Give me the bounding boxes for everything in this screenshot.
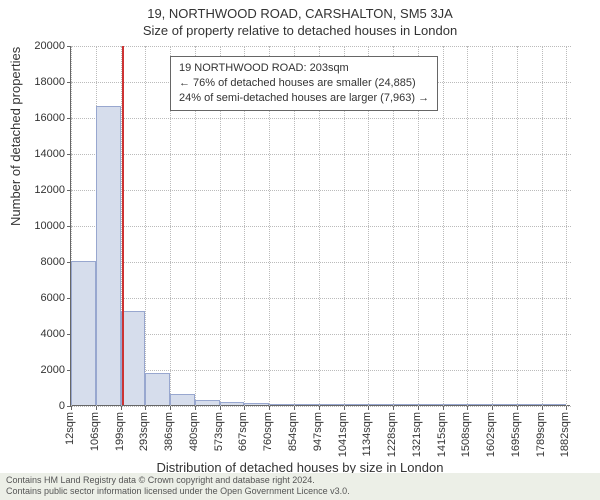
x-tick-label: 573sqm <box>213 412 225 451</box>
page-title: 19, NORTHWOOD ROAD, CARSHALTON, SM5 3JA <box>0 0 600 21</box>
histogram-bar <box>294 404 319 405</box>
x-tick-mark <box>121 406 122 410</box>
x-tick-mark <box>344 406 345 410</box>
x-tick-label: 1228sqm <box>386 412 398 457</box>
y-tick-label: 6000 <box>10 292 65 304</box>
x-tick-label: 106sqm <box>89 412 101 451</box>
y-tick-label: 10000 <box>10 220 65 232</box>
x-tick-mark <box>443 406 444 410</box>
gridline-v <box>467 46 468 406</box>
x-tick-label: 1508sqm <box>460 412 472 457</box>
gridline-v <box>145 46 146 406</box>
histogram-bar <box>195 400 220 405</box>
x-tick-mark <box>269 406 270 410</box>
gridline-v <box>566 46 567 406</box>
x-tick-label: 293sqm <box>138 412 150 451</box>
y-tick-label: 20000 <box>10 40 65 52</box>
gridline-v <box>542 46 543 406</box>
y-tick-label: 4000 <box>10 328 65 340</box>
gridline-v <box>443 46 444 406</box>
footer-line: Contains HM Land Registry data © Crown c… <box>6 475 594 486</box>
x-tick-mark <box>418 406 419 410</box>
histogram-bar <box>96 106 121 405</box>
page-subtitle: Size of property relative to detached ho… <box>0 21 600 38</box>
x-tick-label: 1882sqm <box>559 412 571 457</box>
chart: 19 NORTHWOOD ROAD: 203sqm ← 76% of detac… <box>70 46 570 406</box>
x-tick-mark <box>71 406 72 410</box>
x-tick-label: 667sqm <box>237 412 249 451</box>
x-tick-mark <box>96 406 97 410</box>
histogram-bar <box>145 373 170 405</box>
x-tick-mark <box>393 406 394 410</box>
y-tick-label: 16000 <box>10 112 65 124</box>
x-tick-mark <box>492 406 493 410</box>
histogram-bar <box>269 404 294 405</box>
footer: Contains HM Land Registry data © Crown c… <box>0 473 600 500</box>
x-tick-label: 1695sqm <box>510 412 522 457</box>
x-tick-label: 1134sqm <box>361 412 373 456</box>
y-tick-label: 18000 <box>10 76 65 88</box>
x-tick-label: 386sqm <box>163 412 175 451</box>
x-tick-label: 947sqm <box>312 412 324 451</box>
x-tick-label: 760sqm <box>262 412 274 451</box>
x-tick-label: 199sqm <box>114 412 126 451</box>
x-tick-label: 854sqm <box>287 412 299 451</box>
x-tick-mark <box>467 406 468 410</box>
x-tick-label: 12sqm <box>64 412 76 445</box>
x-tick-mark <box>170 406 171 410</box>
gridline-v <box>517 46 518 406</box>
y-axis-label: Number of detached properties <box>8 47 23 226</box>
annotation-box: 19 NORTHWOOD ROAD: 203sqm ← 76% of detac… <box>170 56 438 111</box>
x-tick-mark <box>220 406 221 410</box>
x-tick-label: 1602sqm <box>485 412 497 457</box>
histogram-bar <box>71 261 96 405</box>
histogram-bar <box>393 404 418 405</box>
x-tick-mark <box>566 406 567 410</box>
y-tick-label: 2000 <box>10 364 65 376</box>
y-tick-label: 14000 <box>10 148 65 160</box>
histogram-bar <box>244 403 269 405</box>
x-tick-mark <box>294 406 295 410</box>
histogram-bar <box>443 404 468 405</box>
histogram-bar <box>344 404 369 405</box>
histogram-bar <box>319 404 344 405</box>
histogram-bar <box>220 402 245 405</box>
x-tick-label: 1041sqm <box>337 412 349 457</box>
y-tick-label: 12000 <box>10 184 65 196</box>
y-tick-label: 0 <box>10 400 65 412</box>
marker-line <box>122 46 124 405</box>
histogram-bar <box>418 404 443 405</box>
x-tick-mark <box>195 406 196 410</box>
histogram-bar <box>467 404 492 405</box>
gridline-v <box>492 46 493 406</box>
annotation-line: 24% of semi-detached houses are larger (… <box>179 91 429 106</box>
y-tick-label: 8000 <box>10 256 65 268</box>
x-tick-mark <box>517 406 518 410</box>
x-tick-label: 1321sqm <box>411 412 423 457</box>
x-tick-label: 480sqm <box>188 412 200 451</box>
footer-line: Contains public sector information licen… <box>6 486 594 497</box>
histogram-bar <box>121 311 146 405</box>
histogram-bar <box>517 404 542 405</box>
x-tick-mark <box>368 406 369 410</box>
histogram-bar <box>170 394 195 405</box>
x-tick-mark <box>319 406 320 410</box>
annotation-line: 19 NORTHWOOD ROAD: 203sqm <box>179 61 429 76</box>
x-tick-mark <box>244 406 245 410</box>
histogram-bar <box>492 404 517 405</box>
histogram-bar <box>542 404 567 405</box>
x-tick-label: 1415sqm <box>436 412 448 457</box>
annotation-line: ← 76% of detached houses are smaller (24… <box>179 76 429 91</box>
x-tick-mark <box>542 406 543 410</box>
x-tick-label: 1789sqm <box>535 412 547 457</box>
x-tick-mark <box>145 406 146 410</box>
histogram-bar <box>368 404 393 405</box>
